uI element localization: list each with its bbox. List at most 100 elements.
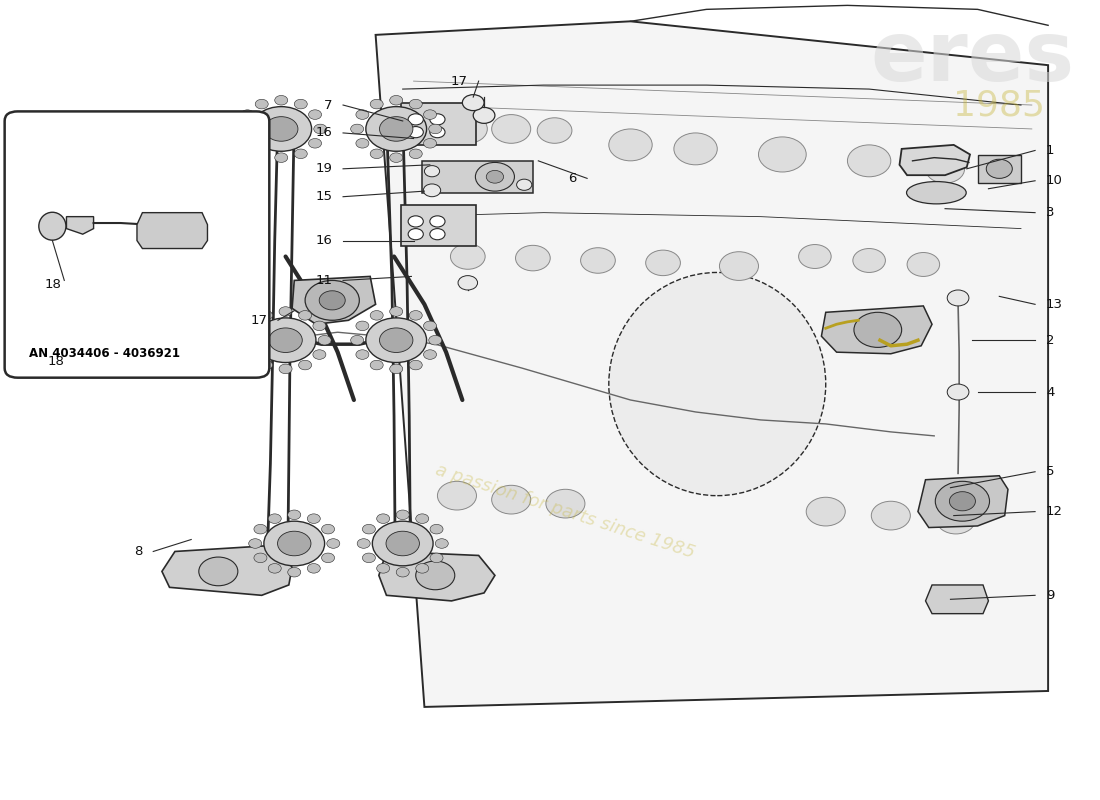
Circle shape [408,126,424,138]
Circle shape [408,216,424,227]
Circle shape [279,364,293,374]
Circle shape [430,553,443,562]
Circle shape [449,114,487,143]
Text: 6: 6 [568,172,576,185]
Circle shape [852,249,886,273]
Circle shape [240,335,253,345]
Circle shape [295,99,307,109]
Circle shape [475,162,515,191]
Text: AN 4034406 - 4036921: AN 4034406 - 4036921 [29,347,179,360]
Text: 17: 17 [250,314,267,326]
Text: eres: eres [870,17,1075,98]
Circle shape [319,290,345,310]
Circle shape [356,110,369,119]
Circle shape [358,538,371,548]
Circle shape [371,99,383,109]
Text: 2: 2 [1046,334,1055,346]
Text: 13: 13 [1046,298,1063,311]
FancyBboxPatch shape [4,111,269,378]
Circle shape [321,524,334,534]
Text: a passion for parts since 1985: a passion for parts since 1985 [433,461,697,562]
Circle shape [925,154,965,183]
Circle shape [312,350,326,359]
Circle shape [389,306,403,316]
Circle shape [516,246,550,271]
Polygon shape [138,213,208,249]
Circle shape [288,567,300,577]
Circle shape [806,498,845,526]
Circle shape [430,229,446,240]
Circle shape [255,99,268,109]
Circle shape [424,138,437,148]
Text: 19: 19 [316,162,332,175]
Circle shape [356,138,369,148]
Circle shape [295,149,307,158]
Circle shape [241,110,254,119]
Circle shape [759,137,806,172]
Circle shape [424,110,437,119]
Text: 15: 15 [316,190,332,203]
Circle shape [608,129,652,161]
Circle shape [366,106,427,151]
Text: 5: 5 [1046,466,1055,478]
Circle shape [371,310,383,320]
Text: 1985: 1985 [954,88,1045,122]
Circle shape [987,159,1012,178]
Text: 16: 16 [316,126,332,139]
Circle shape [935,482,990,521]
Circle shape [854,312,902,347]
Circle shape [719,252,759,281]
Circle shape [408,229,424,240]
Polygon shape [378,551,495,601]
Circle shape [424,350,437,359]
Circle shape [409,310,422,320]
Circle shape [430,114,446,125]
Circle shape [936,506,976,534]
Text: 11: 11 [316,274,332,287]
Circle shape [254,524,267,534]
Circle shape [268,563,282,573]
Circle shape [379,117,412,142]
Circle shape [376,514,389,523]
Circle shape [327,538,340,548]
Text: 18: 18 [47,355,64,368]
Circle shape [416,563,429,573]
Circle shape [674,133,717,165]
Circle shape [430,216,446,227]
Circle shape [362,524,375,534]
Circle shape [268,328,302,353]
Circle shape [314,124,327,134]
Circle shape [321,553,334,562]
Circle shape [308,138,321,148]
Circle shape [409,99,422,109]
Circle shape [307,563,320,573]
Circle shape [245,321,258,330]
Circle shape [279,306,293,316]
Circle shape [255,149,268,158]
Circle shape [458,276,477,290]
Circle shape [581,248,615,274]
Text: 12: 12 [1046,505,1063,518]
Text: 16: 16 [316,234,332,247]
Text: 10: 10 [1046,174,1063,187]
Circle shape [356,350,369,359]
Circle shape [425,166,440,177]
Circle shape [430,126,446,138]
Circle shape [396,567,409,577]
Circle shape [298,310,311,320]
Circle shape [379,328,412,353]
Text: 3: 3 [1046,206,1055,219]
Circle shape [409,149,422,158]
Ellipse shape [608,273,826,496]
Circle shape [908,253,939,277]
Text: 9: 9 [1046,589,1054,602]
Circle shape [396,510,409,519]
Circle shape [275,153,288,162]
Circle shape [251,106,311,151]
Circle shape [871,502,911,530]
Circle shape [799,245,832,269]
Circle shape [351,335,364,345]
Circle shape [318,335,331,345]
Circle shape [416,561,454,590]
Circle shape [409,360,422,370]
